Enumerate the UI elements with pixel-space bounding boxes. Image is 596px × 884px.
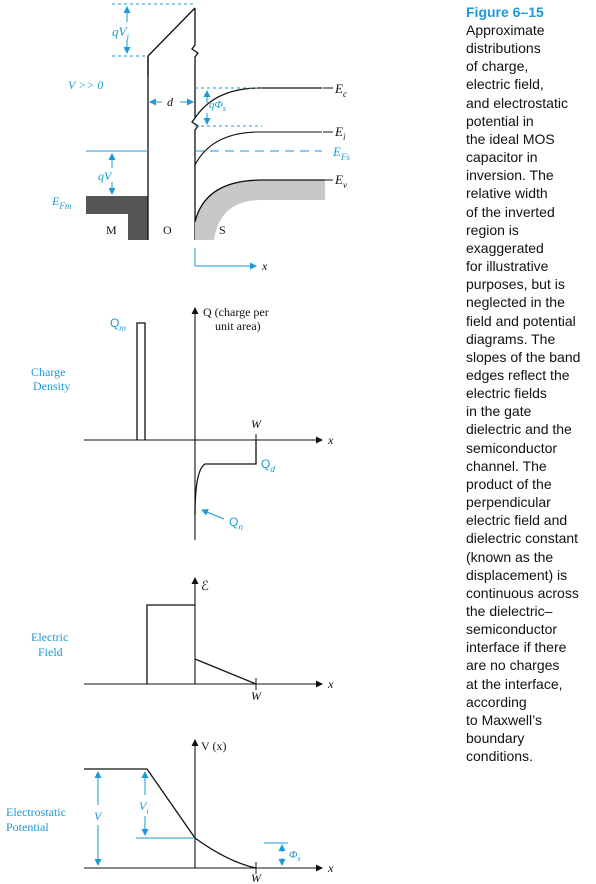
vi-label: Vi bbox=[139, 799, 149, 816]
potential-side-label-2: Potential bbox=[6, 820, 49, 834]
charge-side-label-1: Charge bbox=[31, 365, 65, 379]
metal-region-lower bbox=[128, 196, 148, 240]
figure-title: Figure 6–15 bbox=[466, 4, 544, 20]
charge-side-label-2: Density bbox=[33, 379, 70, 393]
field-y-label: ℰ bbox=[201, 578, 209, 593]
qphis-label: qΦs bbox=[209, 99, 226, 113]
qm-label: Qm bbox=[110, 316, 126, 333]
ev-label: Ev bbox=[334, 172, 347, 190]
qn-arrow bbox=[201, 509, 225, 520]
efm-label: EFm bbox=[51, 194, 72, 211]
ev-region bbox=[195, 180, 325, 240]
band-diagram: qVi V >> 0 d qΦs Ec Ei EFs Ev qV EFm M O… bbox=[51, 3, 350, 273]
qn-label: Qn bbox=[229, 515, 243, 532]
field-side-label-2: Field bbox=[38, 645, 63, 659]
w-label-potential: W bbox=[251, 871, 262, 884]
efs-label: EFs bbox=[332, 144, 350, 162]
oxide-band-slope bbox=[147, 7, 196, 57]
qvi-label: qVi bbox=[112, 24, 129, 42]
charge-x-label: x bbox=[327, 433, 334, 447]
figure-caption: Figure 6–15 Approximate distributions of… bbox=[466, 3, 594, 765]
o-label: O bbox=[163, 223, 172, 237]
ec-line bbox=[194, 87, 322, 119]
potential-x-label: x bbox=[327, 861, 334, 875]
potential-plot: V (x) x V Vi Φs W Electrostatic Potentia… bbox=[6, 739, 334, 884]
ec-label: Ec bbox=[334, 81, 347, 99]
qv-label: qV bbox=[98, 169, 113, 183]
charge-y-label-1: Q (charge per bbox=[203, 305, 269, 319]
field-semiconductor-curve bbox=[194, 658, 257, 685]
v-label: V bbox=[94, 809, 103, 823]
phis-label: Φs bbox=[289, 849, 301, 863]
qm-spike bbox=[136, 322, 146, 440]
m-label: M bbox=[106, 223, 117, 237]
field-oxide-curve bbox=[146, 604, 195, 684]
w-label-field: W bbox=[251, 689, 262, 703]
figure-caption-text: Approximate distributions of charge, ele… bbox=[466, 22, 581, 765]
potential-y-label: V (x) bbox=[201, 739, 226, 753]
bias-label: V >> 0 bbox=[68, 78, 103, 92]
field-x-label: x bbox=[327, 677, 334, 691]
qd-curve bbox=[194, 440, 257, 516]
field-side-label-1: Electric bbox=[31, 630, 68, 644]
electric-field-plot: ℰ x W Electric Field bbox=[31, 577, 334, 703]
ev-line bbox=[194, 179, 325, 223]
charge-y-label-2: unit area) bbox=[215, 319, 261, 333]
oxide-right-wall bbox=[191, 8, 199, 240]
ei-line bbox=[194, 131, 322, 166]
qd-label: Qd bbox=[261, 457, 275, 474]
potential-curve bbox=[84, 768, 257, 869]
potential-side-label-1: Electrostatic bbox=[6, 805, 66, 819]
ei-label: Ei bbox=[334, 124, 346, 142]
d-label: d bbox=[167, 95, 174, 109]
charge-density-plot: Q (charge per unit area) x Qm Charge Den… bbox=[31, 305, 334, 540]
w-label-charge: W bbox=[251, 417, 262, 431]
s-label: S bbox=[219, 223, 226, 237]
x-label-band: x bbox=[261, 259, 268, 273]
